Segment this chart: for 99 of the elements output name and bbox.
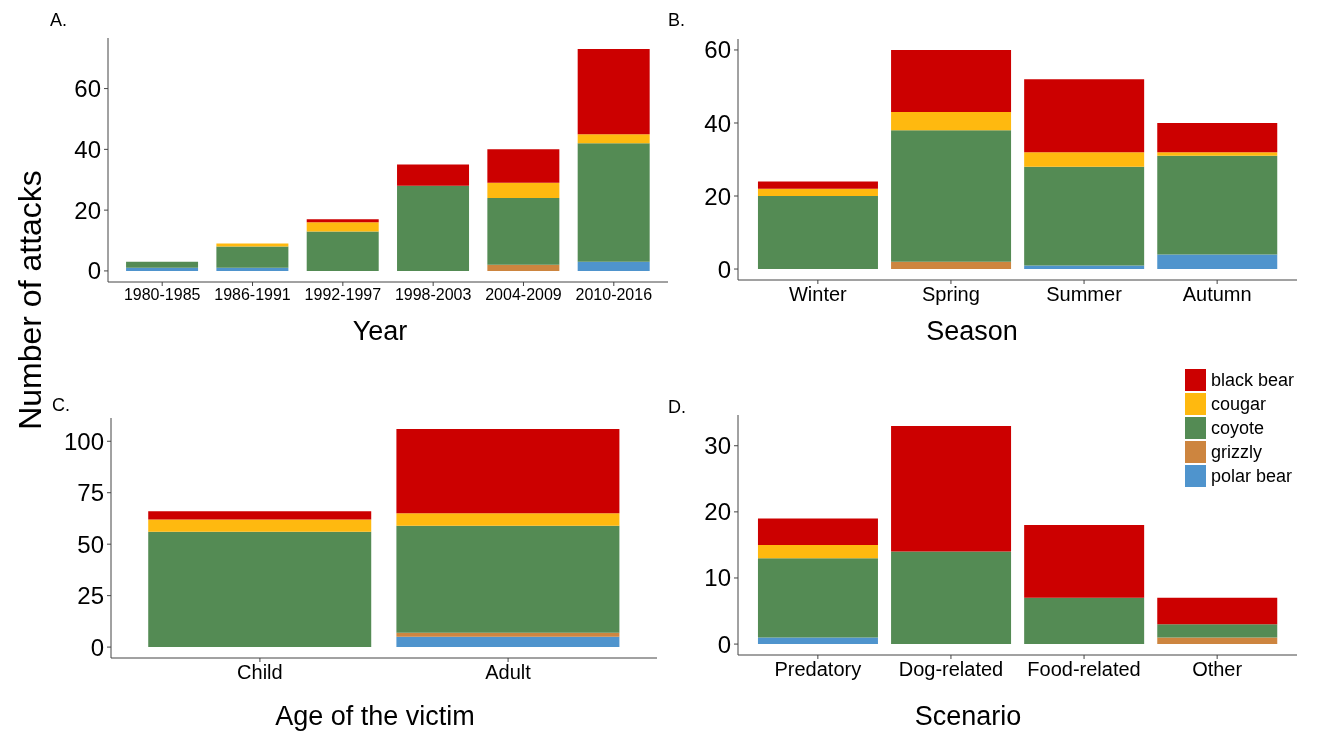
bar [487,149,560,183]
bar [396,632,620,637]
bar [757,544,878,559]
bar [1024,265,1145,270]
bar [891,261,1012,270]
x-tick-label: Other [1192,658,1243,681]
legend-label: grizzly [1211,441,1263,463]
y-tick-label: 0 [90,633,104,661]
bar [306,222,379,232]
bar [148,519,372,532]
x-axis-title: Year [352,316,408,346]
bar [306,231,379,271]
bar [757,188,878,197]
bar [397,185,470,271]
legend-label: cougar [1211,393,1267,415]
bar [577,143,650,262]
y-tick-label: 20 [704,182,731,210]
bar [1157,637,1278,645]
x-axis-title: Season [926,316,1018,346]
bar [891,551,1012,645]
x-tick-label: 1992-1997 [304,286,382,304]
bar [757,558,878,638]
legend-label: black bear [1211,369,1295,391]
bar [396,513,620,526]
chart-title: A. [50,10,68,30]
bar [1024,597,1145,645]
bar [397,164,470,186]
bar [1024,79,1145,153]
y-tick-label: 0 [717,255,731,283]
bar [757,181,878,189]
bar [1024,525,1145,598]
bar [126,261,199,268]
bar [1024,166,1145,266]
y-tick-label: 60 [704,36,731,64]
y-tick-label: 75 [77,479,104,507]
bar [577,134,650,144]
x-axis-title: Age of the victim [275,701,475,731]
bar [396,636,620,648]
bar [891,49,1012,113]
x-tick-label: 1980-1985 [123,286,201,304]
bar [757,637,878,645]
x-tick-label: Predatory [774,658,862,681]
y-tick-label: 10 [704,564,731,592]
y-tick-label: 20 [704,498,731,526]
bar [577,261,650,271]
x-tick-label: 1986-1991 [214,286,291,304]
x-tick-label: Summer [1046,283,1123,306]
bar [306,219,379,223]
bar [216,246,289,268]
x-tick-label: Child [237,661,283,684]
chart-title: B. [668,10,686,30]
y-tick-label: 0 [87,257,101,285]
bar [396,428,620,514]
chart-title: C. [52,395,70,415]
y-tick-label: 20 [74,196,101,224]
x-tick-label: 1998-2003 [394,286,472,304]
bar [487,182,560,198]
x-tick-label: Autumn [1182,283,1252,306]
bar [757,196,878,270]
bar [757,518,878,545]
y-tick-label: 100 [63,427,104,455]
bar [126,267,199,271]
bar [1157,597,1278,625]
bar [1157,254,1278,270]
legend-label: coyote [1211,417,1265,439]
x-tick-label: Food-related [1027,658,1141,681]
y-tick-label: 30 [704,432,731,460]
bar [1157,155,1278,255]
bar [891,130,1012,262]
y-tick-label: 60 [74,75,101,103]
x-axis-title: Scenario [914,701,1022,731]
legend-label: polar bear [1211,465,1293,487]
bar [487,264,560,271]
x-tick-label: 2010-2016 [575,286,653,304]
y-axis-title: Number of attacks [12,170,48,430]
x-tick-label: Spring [922,283,980,306]
x-tick-label: Dog-related [898,658,1004,681]
bar [148,531,372,648]
chart-title: D. [668,397,686,417]
y-tick-label: 25 [77,582,104,610]
bar [487,197,560,265]
x-tick-label: Winter [788,283,848,306]
bar [396,525,620,633]
y-tick-label: 40 [74,135,101,163]
y-tick-label: 50 [77,530,104,558]
bar [216,243,289,247]
x-tick-label: 2004-2009 [485,286,562,304]
bar [1157,122,1278,153]
y-tick-label: 0 [717,630,731,658]
bar [1024,152,1145,167]
bar [216,267,289,271]
x-tick-label: Adult [485,661,532,684]
bar [891,425,1012,552]
bar [1157,624,1278,638]
y-tick-label: 40 [704,109,731,137]
bar [148,511,372,520]
bar [577,49,650,135]
bar [891,112,1012,131]
bar [1157,152,1278,156]
